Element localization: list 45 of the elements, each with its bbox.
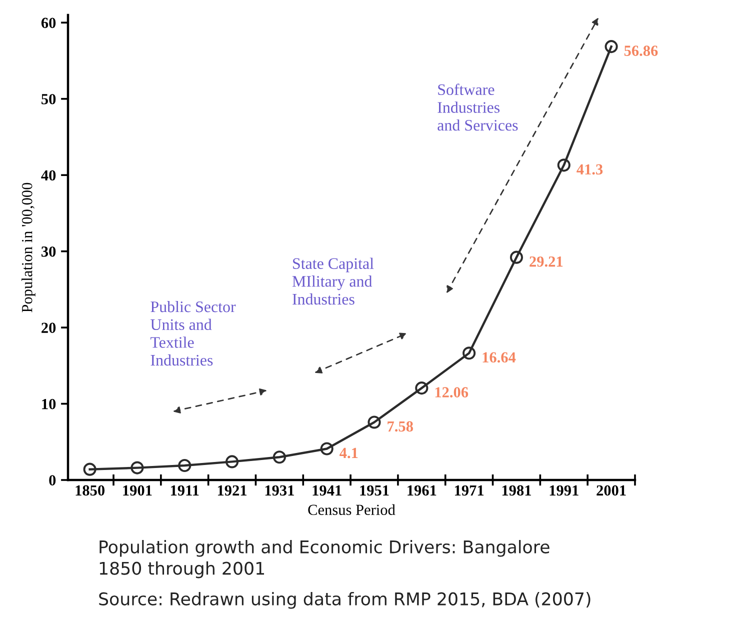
point: [462, 346, 476, 360]
source-note: Source: Redrawn using data from RMP 2015, BDA (2007): [99, 592, 590, 609]
annotation: Software Industries and Services: [438, 84, 518, 131]
x-tick-label: 1981: [502, 485, 531, 496]
y-tick-label: 60: [41, 18, 56, 28]
x-tick-label: 1931: [265, 485, 294, 496]
point: [368, 416, 381, 429]
point: [272, 450, 286, 464]
data-label: 7.58: [388, 421, 413, 432]
point: [604, 40, 618, 54]
y-tick-label: 50: [42, 94, 56, 104]
x-tick-label: 1951: [360, 485, 389, 496]
y-tick-label: 30: [41, 246, 56, 257]
y-tick-label: 20: [42, 322, 56, 333]
y-tick-label: 10: [42, 398, 56, 410]
annotation: State Capital MIlitary and Industries: [292, 258, 374, 305]
y-tick-label: 0: [49, 475, 56, 486]
x-tick-label: 2001: [596, 485, 626, 496]
x-tick-label: 1991: [550, 485, 578, 496]
point: [415, 382, 428, 395]
data-label: 29.21: [530, 256, 563, 267]
point: [178, 458, 192, 472]
x-axis-title: Census Period: [308, 504, 396, 516]
y-tick-label: 40: [41, 170, 56, 181]
point: [320, 442, 334, 456]
annotation: Public Sector Units and Textile Industries: [150, 300, 236, 366]
point: [83, 462, 96, 476]
x-tick-label: 1941: [312, 485, 342, 496]
point: [130, 461, 144, 474]
data-label: 12.06: [435, 387, 468, 398]
y-axis-title: Population in '00,000: [22, 182, 36, 312]
x-tick-label: 1921: [218, 485, 247, 496]
point: [226, 455, 239, 468]
point: [557, 158, 570, 172]
x-tick-label: 1850: [76, 485, 105, 496]
x-tick-label: 1961: [408, 485, 436, 496]
point: [510, 250, 524, 264]
x-tick-label: 1901: [123, 485, 152, 496]
x-tick-label: 1971: [455, 485, 484, 496]
text: Population growth and Economic Drivers: Bangalore 1850 through 2001: [100, 540, 550, 578]
x-tick-label: 1911: [170, 485, 199, 496]
data-label: 56.86: [624, 46, 658, 56]
data-label: 4.1: [340, 448, 358, 458]
data-label: 16.64: [482, 352, 516, 363]
data-label: 41.3: [576, 164, 603, 175]
